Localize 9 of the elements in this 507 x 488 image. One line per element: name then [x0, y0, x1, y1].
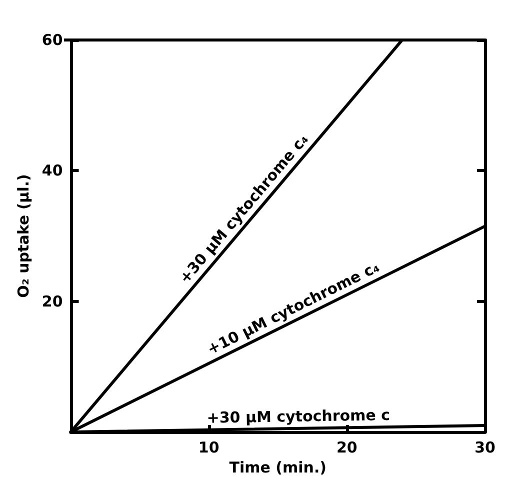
y-tick-label: 40: [42, 162, 63, 180]
y-axis-title: O₂ uptake (µl.): [14, 174, 32, 298]
x-tick-label: 20: [336, 438, 358, 456]
x-tick-label: 30: [474, 438, 496, 456]
y-tick-label: 20: [42, 292, 63, 310]
series-label: +30 µM cytochrome c: [206, 406, 390, 427]
x-tick-label: 10: [198, 438, 220, 456]
y-tick-label: 60: [42, 31, 63, 49]
x-axis-title: Time (min.): [229, 458, 327, 476]
